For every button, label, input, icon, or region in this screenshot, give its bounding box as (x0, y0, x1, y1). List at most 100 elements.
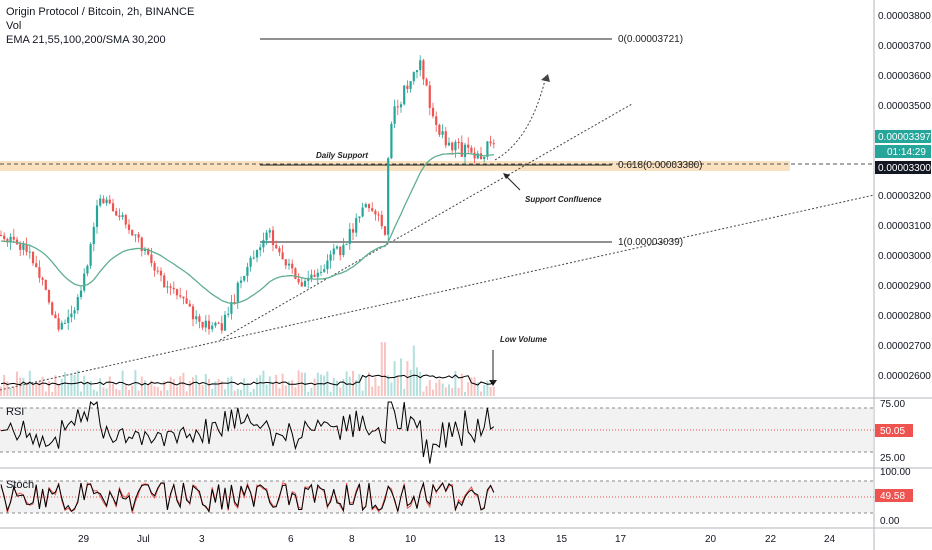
volume-group (0, 342, 495, 396)
volume-bar (92, 389, 95, 396)
volume-bar (323, 375, 326, 396)
candle-body (460, 142, 463, 158)
candle-body (198, 316, 201, 322)
candle-body (486, 141, 489, 157)
volume-ma-line (0, 374, 495, 386)
candle-body (361, 207, 364, 217)
volume-bar (35, 384, 38, 396)
volume-bar (249, 391, 252, 396)
volume-bar (480, 391, 482, 396)
candle-body (483, 156, 486, 160)
volume-bar (252, 388, 255, 396)
candle-body (3, 235, 6, 240)
candle-body (188, 303, 191, 307)
volume-bar (224, 389, 226, 396)
volume-bar (419, 371, 422, 396)
volume-bar (233, 390, 236, 396)
volume-bar (396, 377, 399, 396)
volume-bar (51, 391, 54, 396)
candle-body (441, 131, 444, 135)
price-tick: 0.00003200 (878, 191, 931, 202)
volume-bar (316, 372, 319, 396)
time-tick: 20 (705, 534, 717, 545)
volume-bar (364, 377, 367, 396)
candle-body (143, 248, 147, 252)
candle-body (252, 257, 255, 259)
candle-body (463, 144, 467, 158)
trendline-lower (0, 194, 875, 391)
volume-bar (438, 379, 441, 396)
candle-body (399, 104, 403, 108)
volume-bar (169, 376, 172, 396)
volume-bar (409, 369, 412, 396)
volume-bar (128, 389, 130, 396)
volume-bar (403, 388, 406, 396)
candle-body (262, 240, 265, 248)
stoch-tick: 0.00 (880, 516, 900, 527)
volume-bar (105, 388, 108, 396)
volume-bar (121, 370, 124, 396)
projection-curve (494, 79, 546, 161)
rsi-tick: 75.00 (880, 399, 905, 410)
candle-body (431, 107, 435, 117)
volume-bar (454, 370, 457, 396)
volume-bar (240, 389, 242, 396)
stoch-value: 49.58 (880, 491, 905, 502)
candle-body (169, 286, 172, 288)
support-zone (0, 161, 790, 171)
volume-bar (342, 378, 345, 396)
candle-body (156, 270, 159, 272)
volume-bar (220, 380, 223, 396)
volume-bar (108, 376, 111, 396)
volume-bar (211, 388, 214, 396)
candle-body (211, 325, 214, 330)
candle-body (111, 203, 115, 211)
candle-body (294, 268, 297, 280)
candle-body (92, 226, 95, 245)
current-price-value: 0.00003397 (878, 132, 931, 143)
volume-bar (112, 383, 114, 396)
volume-bar (406, 361, 409, 396)
candle-body (95, 205, 99, 227)
volume-bar (166, 390, 169, 396)
candle-body (291, 263, 294, 269)
price-tick: 0.00003000 (878, 251, 931, 262)
volume-bar (38, 381, 41, 396)
candle-body (307, 278, 310, 281)
price-tick: 0.00002600 (878, 371, 931, 382)
volume-bar (352, 370, 354, 396)
volume-bar (358, 374, 361, 396)
volume-bar (102, 387, 105, 396)
volume-bar (320, 374, 322, 396)
volume-bar (470, 377, 473, 396)
candle-body (22, 244, 25, 250)
candle-body (38, 267, 41, 278)
fib-label-618: 0.618(0.00003380) (618, 160, 703, 171)
candle-body (412, 72, 415, 82)
volume-bar (195, 375, 198, 396)
time-tick: Jul (137, 534, 150, 545)
candle-body (227, 313, 230, 315)
volume-bar (179, 376, 182, 396)
rsi-line (0, 400, 495, 464)
candle-body (159, 270, 163, 276)
volume-bar (0, 386, 2, 396)
volume-bar (140, 376, 143, 396)
volume-bar (473, 377, 476, 396)
candle-body (217, 322, 220, 324)
candle-body (239, 280, 243, 283)
volume-bar (19, 377, 22, 396)
volume-bar (246, 384, 249, 396)
candle-body (220, 323, 223, 331)
volume-bar (28, 370, 31, 396)
volume-bar (329, 391, 332, 396)
volume-bar (393, 361, 396, 396)
volume-bar (96, 391, 98, 396)
price-tick: 0.00003800 (878, 11, 931, 22)
price-pane[interactable] (0, 0, 874, 398)
candle-body (387, 158, 390, 235)
candle-body (25, 244, 28, 252)
indicator-legend: EMA 21,55,100,200/SMA 30,200 (6, 34, 166, 46)
volume-bar (422, 391, 425, 396)
